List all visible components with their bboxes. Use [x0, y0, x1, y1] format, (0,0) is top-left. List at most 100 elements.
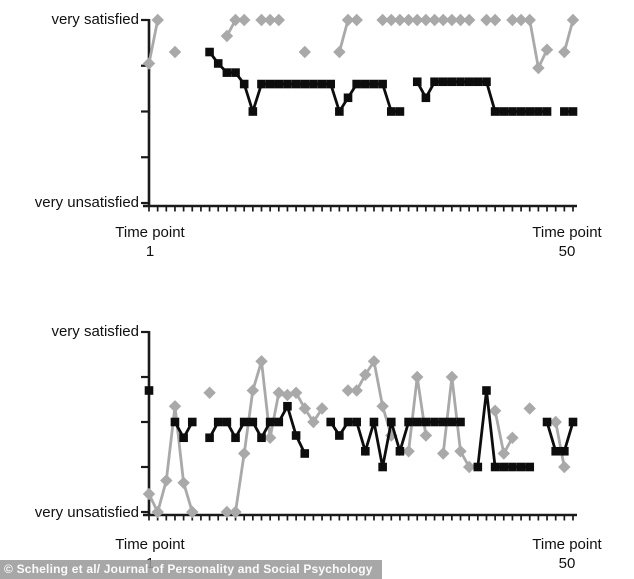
- data-point-square: [326, 79, 336, 89]
- data-point-diamond: [289, 386, 303, 400]
- data-point-diamond: [549, 415, 562, 429]
- data-point-diamond: [255, 13, 268, 27]
- data-point-square: [560, 446, 569, 456]
- data-point-diamond: [385, 13, 398, 27]
- data-point-square: [257, 433, 266, 443]
- data-point-square: [222, 417, 232, 427]
- data-point-square: [300, 449, 310, 458]
- top-chart-x-right-label-text: Time point: [532, 224, 602, 241]
- data-point-square: [490, 107, 500, 116]
- bottom-chart-y-min-label: very unsatisfied: [34, 504, 139, 521]
- data-point-square: [361, 446, 370, 456]
- bottom-chart-y-max-label: very satisfied: [51, 323, 139, 340]
- data-point-square: [231, 68, 240, 77]
- data-point-diamond: [419, 429, 433, 442]
- data-point-diamond: [160, 474, 173, 487]
- top-chart-x-left-label: Time point 1: [98, 223, 202, 261]
- data-point-square: [291, 431, 301, 440]
- top-chart-y-max-label: very satisfied: [51, 11, 139, 28]
- data-point-square: [534, 107, 543, 116]
- bottom-chart-x-right-label-value: 50: [558, 555, 576, 572]
- data-point-diamond: [462, 460, 476, 474]
- bottom-chart-x-left-label-text: Time point: [115, 536, 185, 553]
- data-point-diamond: [186, 505, 199, 519]
- data-point-diamond: [454, 13, 467, 27]
- credit-banner: © Scheling et al/ Journal of Personality…: [0, 560, 382, 579]
- data-point-diamond: [410, 13, 424, 27]
- data-point-diamond: [237, 13, 251, 27]
- data-point-diamond: [341, 384, 355, 397]
- data-point-diamond: [480, 13, 493, 27]
- data-point-diamond: [229, 13, 242, 27]
- data-point-square: [248, 107, 258, 116]
- data-point-diamond: [436, 447, 450, 460]
- data-point-diamond: [203, 386, 216, 400]
- data-point-diamond: [488, 404, 502, 418]
- credit-text: © Scheling et al/ Journal of Personality…: [4, 562, 373, 576]
- data-point-square: [317, 79, 327, 89]
- data-point-square: [205, 47, 214, 57]
- data-point-diamond: [532, 61, 545, 75]
- data-point-square: [352, 417, 361, 427]
- data-point-diamond: [445, 370, 459, 384]
- data-point-square: [213, 59, 223, 68]
- data-point-square: [265, 417, 275, 427]
- data-point-diamond: [462, 13, 476, 27]
- data-point-diamond: [151, 13, 164, 27]
- data-point-diamond: [220, 505, 234, 519]
- data-point-square: [508, 107, 517, 116]
- data-point-square: [187, 417, 197, 427]
- data-point-diamond: [428, 13, 441, 27]
- data-point-square: [309, 79, 318, 89]
- data-point-diamond: [151, 505, 164, 519]
- data-point-square: [542, 107, 552, 116]
- data-point-square: [352, 79, 361, 89]
- data-point-diamond: [514, 13, 528, 27]
- data-point-diamond: [410, 370, 424, 384]
- data-point-diamond: [402, 13, 415, 27]
- data-point-square: [335, 107, 344, 116]
- data-point-square: [386, 417, 396, 427]
- data-point-diamond: [540, 43, 554, 56]
- data-point-square: [412, 417, 422, 427]
- data-point-square: [386, 107, 396, 116]
- data-point-diamond: [177, 476, 190, 490]
- data-point-diamond: [506, 431, 519, 445]
- top-chart-x-right-label: Time point 50: [515, 223, 619, 261]
- data-point-square: [343, 417, 353, 427]
- data-point-diamond: [298, 45, 312, 59]
- data-point-diamond: [359, 368, 372, 382]
- data-point-square: [239, 79, 249, 89]
- data-point-square: [369, 417, 379, 427]
- data-point-square: [421, 417, 431, 427]
- data-point-square: [361, 79, 370, 89]
- data-point-square: [499, 462, 509, 472]
- data-point-square: [265, 79, 275, 89]
- top-chart-x-right-label-value: 50: [558, 243, 576, 260]
- data-point-square: [395, 107, 405, 116]
- data-point-diamond: [272, 13, 286, 27]
- data-point-diamond: [523, 13, 536, 27]
- data-point-diamond: [281, 388, 294, 402]
- data-point-diamond: [350, 384, 363, 397]
- data-point-diamond: [315, 402, 329, 415]
- data-point-square: [499, 107, 509, 116]
- bottom-chart-axes: [141, 330, 577, 521]
- data-point-square: [516, 462, 526, 472]
- data-point-diamond: [272, 386, 286, 400]
- data-point-diamond: [376, 13, 389, 27]
- data-point-square: [568, 107, 578, 116]
- data-point-diamond: [142, 57, 156, 70]
- data-point-square: [412, 77, 422, 87]
- top-chart-x-left-label-value: 1: [145, 243, 155, 260]
- data-point-square: [378, 79, 387, 89]
- data-point-square: [430, 77, 439, 87]
- data-point-diamond: [402, 445, 415, 458]
- bottom-chart-x-right-label-text: Time point: [532, 536, 602, 553]
- data-point-diamond: [497, 447, 511, 460]
- data-point-square: [213, 417, 223, 427]
- data-point-square: [490, 462, 500, 472]
- data-point-square: [395, 446, 405, 456]
- data-point-square: [508, 462, 517, 472]
